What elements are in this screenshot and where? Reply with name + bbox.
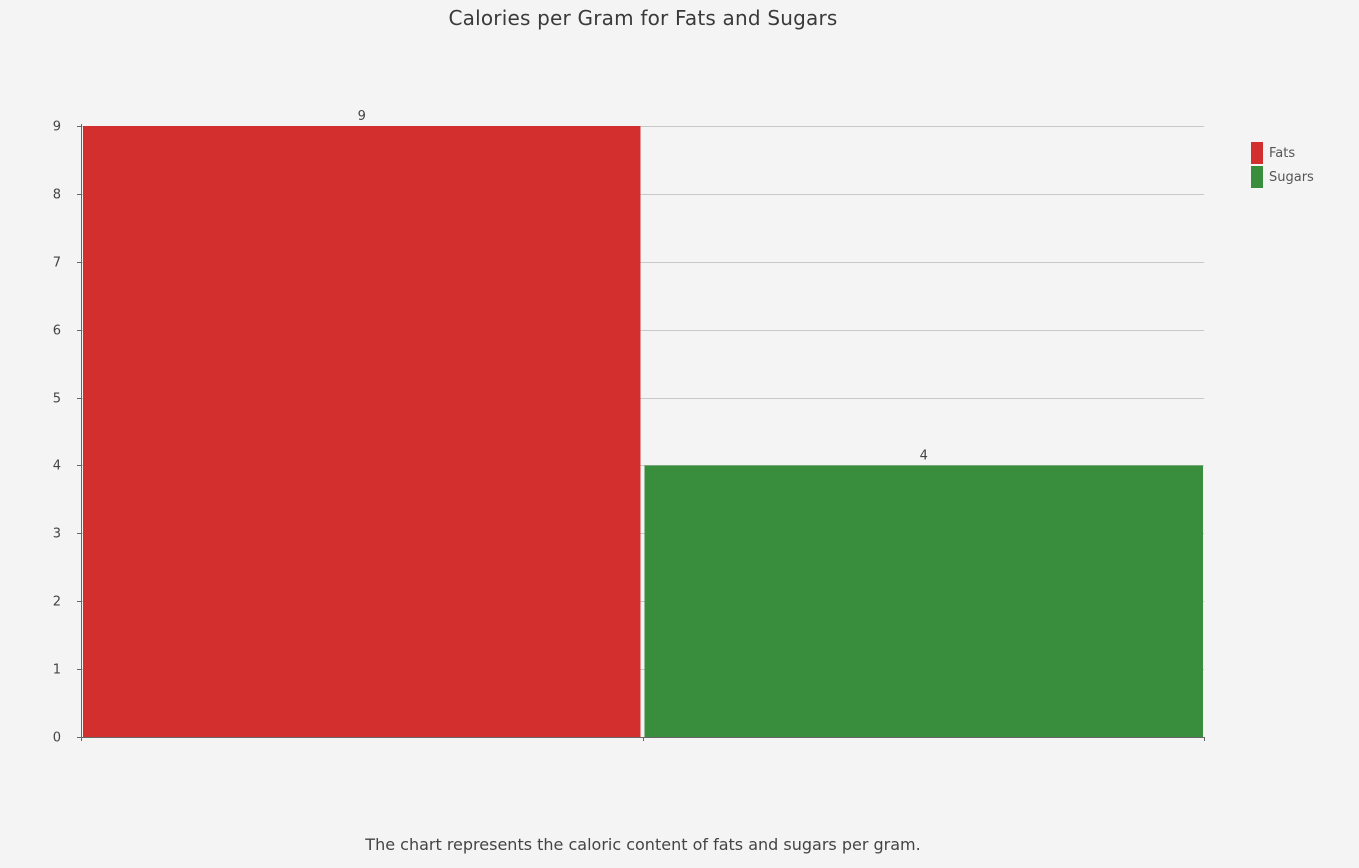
legend-swatch-sugars: [1251, 166, 1263, 188]
bar-fats[interactable]: [83, 126, 641, 738]
bars: [83, 126, 1203, 738]
y-tick-label-0: 0: [53, 731, 61, 746]
bar-sugars[interactable]: [644, 465, 1204, 738]
labels: 0 1 2 3 4 5 6 7 8 9 9 4: [53, 109, 928, 746]
legend-swatch-fats: [1251, 142, 1263, 164]
chart-caption: The chart represents the caloric content…: [365, 835, 921, 854]
y-tick-label-2: 2: [53, 595, 61, 610]
y-tick-label-7: 7: [53, 256, 61, 271]
legend-item-fats[interactable]: Fats: [1251, 141, 1314, 165]
y-tick-label-8: 8: [53, 188, 61, 203]
y-tick-label-3: 3: [53, 527, 61, 542]
data-label-sugars: 4: [920, 448, 928, 463]
chart-title: Calories per Gram for Fats and Sugars: [448, 6, 838, 30]
legend: Fats Sugars: [1251, 141, 1314, 189]
legend-label-sugars: Sugars: [1269, 169, 1314, 185]
y-tick-label-6: 6: [53, 324, 61, 339]
y-tick-label-5: 5: [53, 392, 61, 407]
legend-label-fats: Fats: [1269, 145, 1296, 161]
axes: [77, 124, 1205, 741]
y-tick-label-1: 1: [53, 663, 61, 678]
y-tick-label-9: 9: [53, 120, 61, 135]
y-tick-label-4: 4: [53, 459, 61, 474]
legend-item-sugars[interactable]: Sugars: [1251, 165, 1314, 189]
data-label-fats: 9: [358, 109, 366, 124]
